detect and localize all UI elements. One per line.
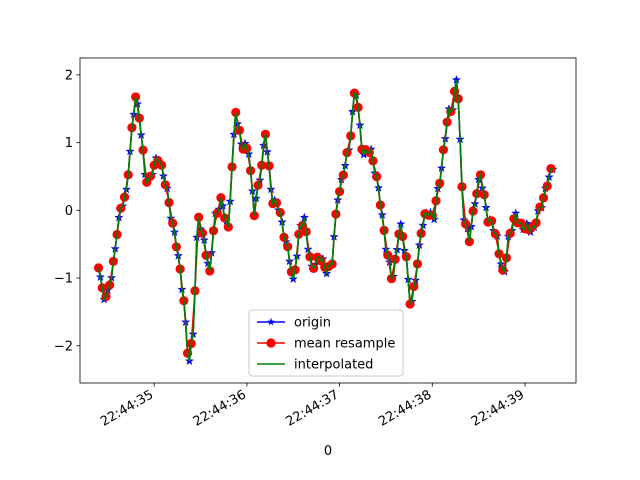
x-axis-label: 0 — [324, 444, 332, 459]
legend-label: mean resample — [294, 337, 395, 352]
legend: origin mean resample interpolated — [248, 309, 404, 377]
legend-label: interpolated — [294, 358, 373, 373]
y-tick-label: 0 — [65, 204, 73, 219]
plot-area-frame — [79, 57, 577, 384]
series-line-interpolated — [97, 79, 554, 362]
y-tick-label: 1 — [65, 136, 73, 151]
y-tick-label: −2 — [54, 339, 73, 354]
data-layer — [93, 74, 558, 366]
legend-box — [248, 309, 404, 377]
legend-marker-star — [267, 317, 275, 326]
y-axis: 2 1 0 −1 −2 — [54, 68, 80, 354]
legend-label: origin — [294, 316, 331, 331]
legend-marker-circle — [266, 338, 276, 348]
mean-resample-point — [93, 263, 104, 273]
y-tick-label: −1 — [54, 272, 73, 287]
y-tick-label: 2 — [65, 68, 73, 83]
